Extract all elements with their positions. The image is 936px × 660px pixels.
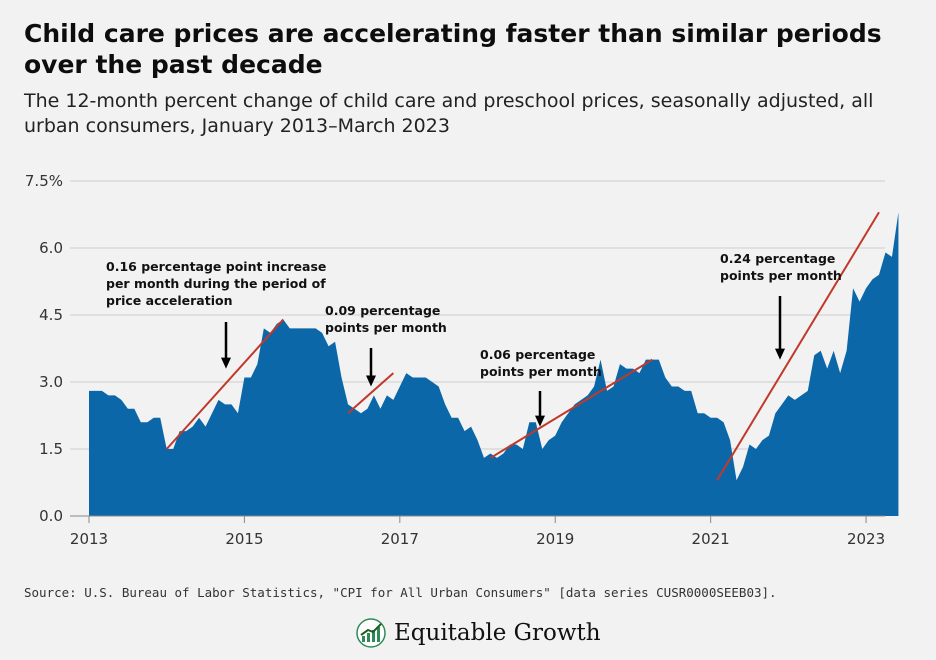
trend-line xyxy=(489,358,653,459)
trend-line xyxy=(347,372,395,415)
y-tick-label: 6.0 xyxy=(39,239,63,257)
annotation-text: price acceleration xyxy=(106,293,232,308)
y-tick-label: 3.0 xyxy=(39,373,63,391)
annotation-text: points per month xyxy=(720,268,842,283)
x-tick-label: 2019 xyxy=(536,530,574,548)
x-tick-label: 2021 xyxy=(692,530,730,548)
chart-subtitle: The 12-month percent change of child car… xyxy=(24,90,874,137)
annotation-text: 0.16 percentage point increase xyxy=(106,259,326,274)
annotation-text: 0.24 percentage xyxy=(720,251,835,266)
trend-chart-logo-icon xyxy=(356,618,386,648)
y-tick-label: 0.0 xyxy=(39,507,63,525)
brand-logo: Equitable Growth xyxy=(356,618,601,648)
annotation-arrow-head xyxy=(221,357,231,369)
annotation-text: 0.09 percentage xyxy=(325,303,440,318)
annotation-arrow-head xyxy=(775,348,785,360)
x-tick-label: 2015 xyxy=(225,530,263,548)
brand-name: Equitable Growth xyxy=(394,620,601,646)
trend-line xyxy=(716,211,880,481)
area-chart: 0.0 1.5 3.0 4.5 6.0 7.5% 2013 2015 2017 2019 2021 2… xyxy=(25,172,899,548)
area-series xyxy=(89,212,899,516)
annotation-text: 0.06 percentage xyxy=(480,347,595,362)
annotation-arrow-head xyxy=(366,375,376,387)
y-tick-label: 4.5 xyxy=(39,306,63,324)
annotation-text: points per month xyxy=(480,364,602,379)
annotation-text: per month during the period of xyxy=(106,276,326,291)
x-tick-label: 2017 xyxy=(381,530,419,548)
trend-line xyxy=(165,318,285,450)
x-tick-label: 2023 xyxy=(847,530,885,548)
source-note: Source: U.S. Bureau of Labor Statistics,… xyxy=(24,585,777,600)
annotation-text: points per month xyxy=(325,320,447,335)
y-tick-label: 1.5 xyxy=(39,440,63,458)
annotation-arrow-head xyxy=(535,415,545,427)
y-tick-label: 7.5% xyxy=(25,172,63,190)
chart-title: Child care prices are accelerating faste… xyxy=(24,19,882,79)
x-tick-label: 2013 xyxy=(70,530,108,548)
